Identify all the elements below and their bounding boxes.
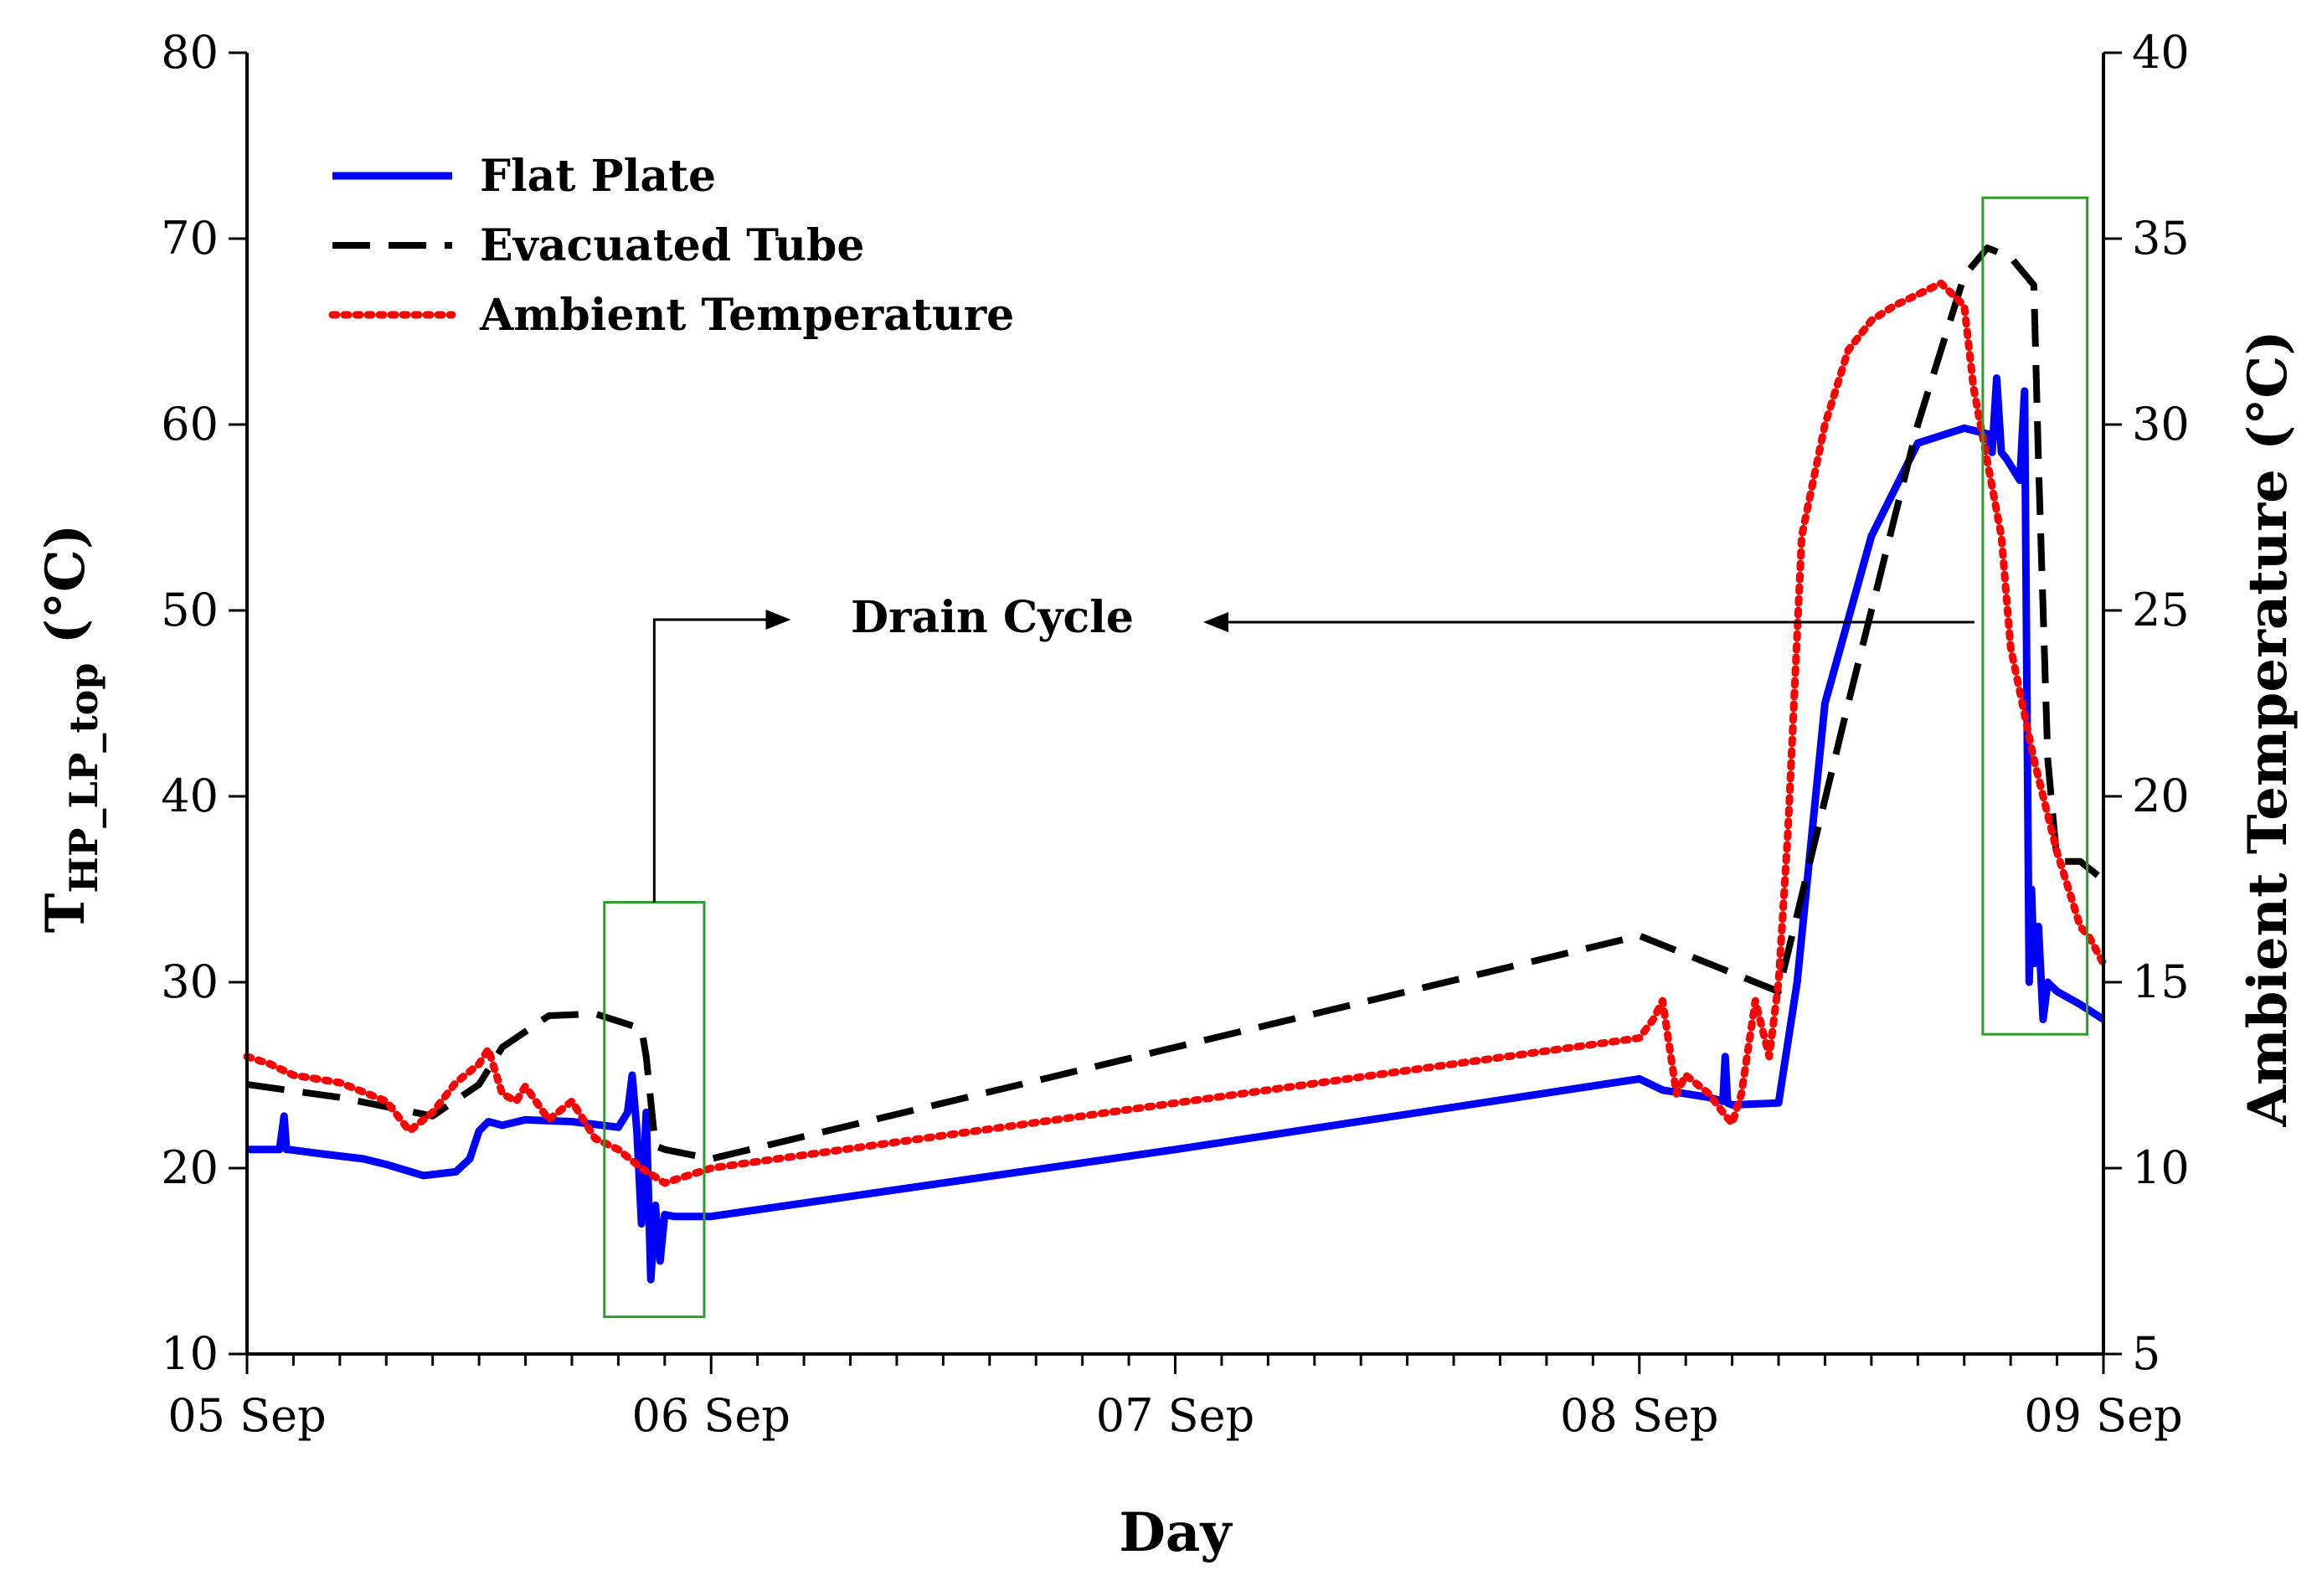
y-tick-label: 30 xyxy=(161,955,219,1008)
legend-label: Ambient Temperature xyxy=(479,290,1014,341)
series-line-evacuated-tube xyxy=(246,245,2106,1162)
drain-cycle-label: Drain Cycle xyxy=(851,592,1134,643)
y-tick-label: 50 xyxy=(161,584,219,636)
annotation-layer: Drain Cycle xyxy=(603,196,2089,1319)
series-line-flat-plate xyxy=(247,374,2106,1284)
y-tick-label: 20 xyxy=(161,1141,219,1194)
x-tick-label: 09 Sep xyxy=(2024,1389,2182,1442)
x-tick-label: 08 Sep xyxy=(1560,1389,1718,1442)
y2-tick-label: 10 xyxy=(2132,1141,2190,1194)
y-tick-label: 40 xyxy=(161,770,219,822)
y-tick-label: 80 xyxy=(161,26,219,79)
plot-area xyxy=(243,245,2108,1284)
y2-axis-title: Ambient Temperature (°C) xyxy=(2237,330,2299,1127)
drain-cycle-box-2 xyxy=(1981,196,2089,1036)
y2-tick-label: 30 xyxy=(2132,398,2190,450)
x-axis-title: Day xyxy=(1119,1501,1233,1564)
y2-tick-label: 15 xyxy=(2132,955,2190,1008)
y2-tick-label: 35 xyxy=(2132,212,2190,265)
y2-tick-label: 40 xyxy=(2132,26,2190,79)
y-tick-label: 10 xyxy=(161,1327,219,1380)
legend: Flat Plate Evacuated Tube Ambient Temperat… xyxy=(328,151,1014,341)
y2-tick-label: 20 xyxy=(2132,770,2190,822)
x-tick-label: 07 Sep xyxy=(1096,1389,1254,1442)
legend-label: Flat Plate xyxy=(480,151,716,202)
y2-tick-label: 5 xyxy=(2132,1327,2160,1380)
y-axis-title: THP_LP_top (°C) xyxy=(34,524,106,934)
y2-tick-label: 25 xyxy=(2132,584,2190,636)
axes-layer: 05 Sep 06 Sep 07 Sep 08 Sep 09 Sep 10 20 30 40 50… xyxy=(34,26,2299,1564)
x-tick-label: 05 Sep xyxy=(167,1389,326,1442)
x-tick-label: 06 Sep xyxy=(632,1389,790,1442)
legend-label: Evacuated Tube xyxy=(480,220,864,271)
series-line-ambient-temperature xyxy=(243,279,2108,1187)
drain-cycle-arrow-left xyxy=(652,610,791,903)
y-tick-label: 60 xyxy=(161,398,219,450)
y-tick-label: 70 xyxy=(161,212,219,265)
